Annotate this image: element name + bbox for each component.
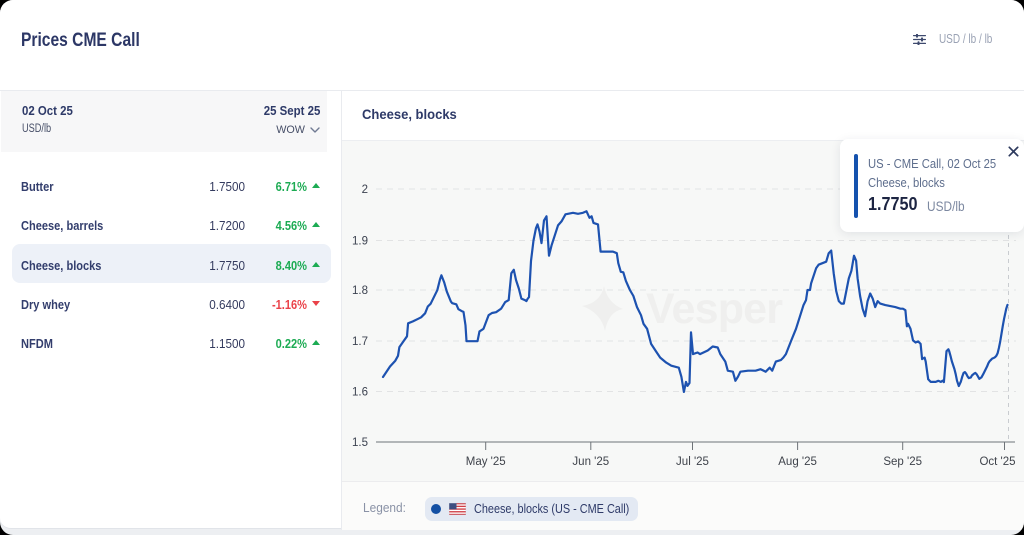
svg-text:1.5: 1.5	[352, 437, 368, 449]
svg-text:Oct '25: Oct '25	[979, 456, 1015, 468]
svg-text:2: 2	[362, 184, 368, 196]
svg-text:Jun '25: Jun '25	[572, 456, 609, 468]
svg-text:May '25: May '25	[466, 456, 506, 468]
svg-text:Jul '25: Jul '25	[676, 456, 709, 468]
svg-text:Aug '25: Aug '25	[778, 456, 817, 468]
svg-text:Sep '25: Sep '25	[883, 456, 922, 468]
svg-text:1.6: 1.6	[352, 387, 368, 399]
svg-text:1.8: 1.8	[352, 285, 368, 297]
svg-text:1.7: 1.7	[352, 336, 368, 348]
svg-text:1.9: 1.9	[352, 236, 368, 248]
svg-text:Vesper: Vesper	[646, 285, 783, 333]
